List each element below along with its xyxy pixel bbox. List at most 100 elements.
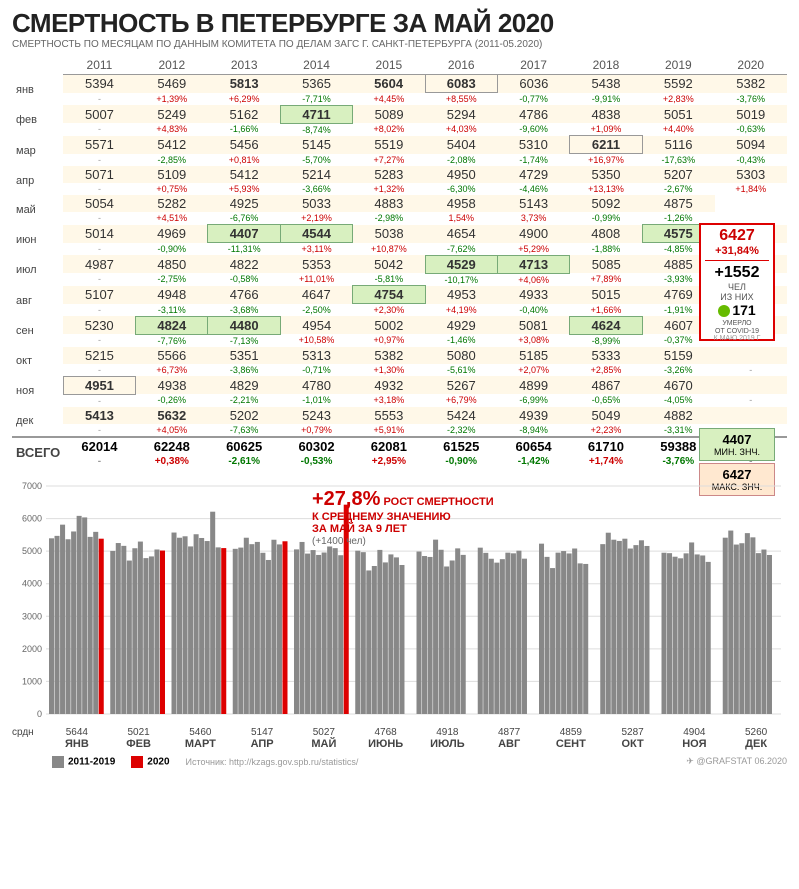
table-pct: +2,83% — [642, 93, 714, 106]
table-pct: +7,27% — [353, 154, 425, 167]
table-pct: - — [63, 183, 135, 195]
legend-min-label: МИН. ЗНЧ. — [703, 447, 771, 457]
table-pct: -0,43% — [715, 154, 788, 167]
table-pct: +4,45% — [353, 93, 425, 106]
table-cell: 5033 — [280, 195, 352, 212]
table-cell: 5413 — [63, 407, 135, 424]
year-header: 2011 — [63, 56, 135, 75]
table-pct: -17,63% — [642, 154, 714, 167]
table-pct: -2,08% — [425, 154, 497, 167]
table-cell: 4850 — [136, 255, 208, 273]
table-cell: 5162 — [208, 105, 280, 123]
month-label: окт — [12, 347, 63, 377]
month-name: ФЕВ — [108, 738, 170, 750]
table-cell: 4838 — [570, 105, 642, 123]
table-pct: +0,97% — [353, 334, 425, 347]
table-cell: 5456 — [208, 136, 280, 154]
table-cell: 4808 — [570, 225, 642, 243]
table-pct: +2,07% — [497, 364, 569, 377]
chart-footer: срдн 5644ЯНВ5021ФЕВ5460МАРТ5147АПР5027МА… — [12, 727, 787, 750]
table-pct: -0,99% — [570, 212, 642, 225]
table-pct: - — [715, 394, 788, 407]
srdn-label: срдн — [12, 727, 46, 738]
legend-min-val: 4407 — [703, 432, 771, 447]
table-pct: +5,91% — [353, 424, 425, 437]
table-pct: +4,05% — [136, 424, 208, 437]
table-cell: 5553 — [353, 407, 425, 424]
mortality-table: 2011201220132014201520162017201820192020… — [12, 56, 787, 468]
table-pct: - — [63, 424, 135, 437]
table-cell: 5007 — [63, 105, 135, 123]
table-cell: 4925 — [208, 195, 280, 212]
total-pct: -1,42% — [497, 455, 569, 468]
table-pct: -1,46% — [425, 334, 497, 347]
svg-text:1000: 1000 — [22, 676, 42, 686]
annotation-sub: (+1400 чел) — [312, 536, 366, 547]
table-cell: 6036 — [497, 75, 569, 93]
table-cell: 4480 — [208, 316, 280, 334]
table-cell: 4624 — [570, 316, 642, 334]
table-cell: 4529 — [425, 255, 497, 273]
table-cell: 4954 — [280, 316, 352, 334]
table-cell: 4829 — [208, 376, 280, 394]
table-cell: 5294 — [425, 105, 497, 123]
table-cell: 5519 — [353, 136, 425, 154]
year-header: 2012 — [136, 56, 208, 75]
table-cell: 4883 — [353, 195, 425, 212]
table-cell: 5215 — [63, 347, 135, 364]
table-pct: -0,71% — [280, 364, 352, 377]
highlight-izn: ИЗ НИХ — [701, 292, 773, 302]
total-cell: 61710 — [570, 437, 642, 455]
table-pct: -2,85% — [136, 154, 208, 167]
month-avg: 5260 — [725, 727, 787, 738]
table-pct: +3,08% — [497, 334, 569, 347]
table-cell: 4654 — [425, 225, 497, 243]
annotation-pct: +27,8% — [312, 488, 380, 510]
total-pct: -0,53% — [280, 455, 352, 468]
table-cell: 4939 — [497, 407, 569, 424]
table-pct: +8,55% — [425, 93, 497, 106]
legend-gray-label: 2011-2019 — [68, 756, 115, 767]
month-label: авг — [12, 286, 63, 317]
table-cell: 5566 — [136, 347, 208, 364]
table-cell: 5094 — [715, 136, 788, 154]
table-pct: -2,32% — [425, 424, 497, 437]
month-name: МАРТ — [170, 738, 232, 750]
table-cell: 6083 — [425, 75, 497, 93]
svg-text:3000: 3000 — [22, 611, 42, 621]
table-cell: 6211 — [570, 136, 642, 154]
month-name: НОЯ — [664, 738, 726, 750]
highlight-pct: +31,84% — [701, 245, 773, 257]
total-cell: 62014 — [63, 437, 135, 455]
table-pct: -3,68% — [208, 304, 280, 317]
table-cell: 5042 — [353, 255, 425, 273]
table-cell — [715, 376, 788, 394]
table-cell: 4786 — [497, 105, 569, 123]
svg-text:4000: 4000 — [22, 578, 42, 588]
month-label: дек — [12, 407, 63, 437]
table-pct: - — [63, 273, 135, 286]
table-cell — [715, 407, 788, 424]
table-pct: +2,85% — [570, 364, 642, 377]
table-cell: 4407 — [208, 225, 280, 243]
table-pct: -7,71% — [280, 93, 352, 106]
year-header: 2013 — [208, 56, 280, 75]
may-2020-highlight: 6427 +31,84% +1552 ЧЕЛ ИЗ НИХ 171 УМЕРЛО… — [699, 223, 775, 341]
swatch-red — [131, 756, 143, 768]
highlight-covid: 171 — [732, 302, 755, 318]
month-name: ЯНВ — [46, 738, 108, 750]
month-name: СЕНТ — [540, 738, 602, 750]
total-cell: 62081 — [353, 437, 425, 455]
table-pct: +1,39% — [136, 93, 208, 106]
table-pct: -3,76% — [715, 93, 788, 106]
table-pct: -0,65% — [570, 394, 642, 407]
month-label: ноя — [12, 376, 63, 407]
table-pct: -6,99% — [497, 394, 569, 407]
table-pct: +4,06% — [497, 273, 569, 286]
table-pct: -5,70% — [280, 154, 352, 167]
table-pct: +4,19% — [425, 304, 497, 317]
bar-chart: +27,8% РОСТ СМЕРТНОСТИК СРЕДНЕМУ ЗНАЧЕНИ… — [12, 480, 787, 760]
month-avg: 4768 — [355, 727, 417, 738]
month-avg: 4859 — [540, 727, 602, 738]
table-cell: 5014 — [63, 225, 135, 243]
